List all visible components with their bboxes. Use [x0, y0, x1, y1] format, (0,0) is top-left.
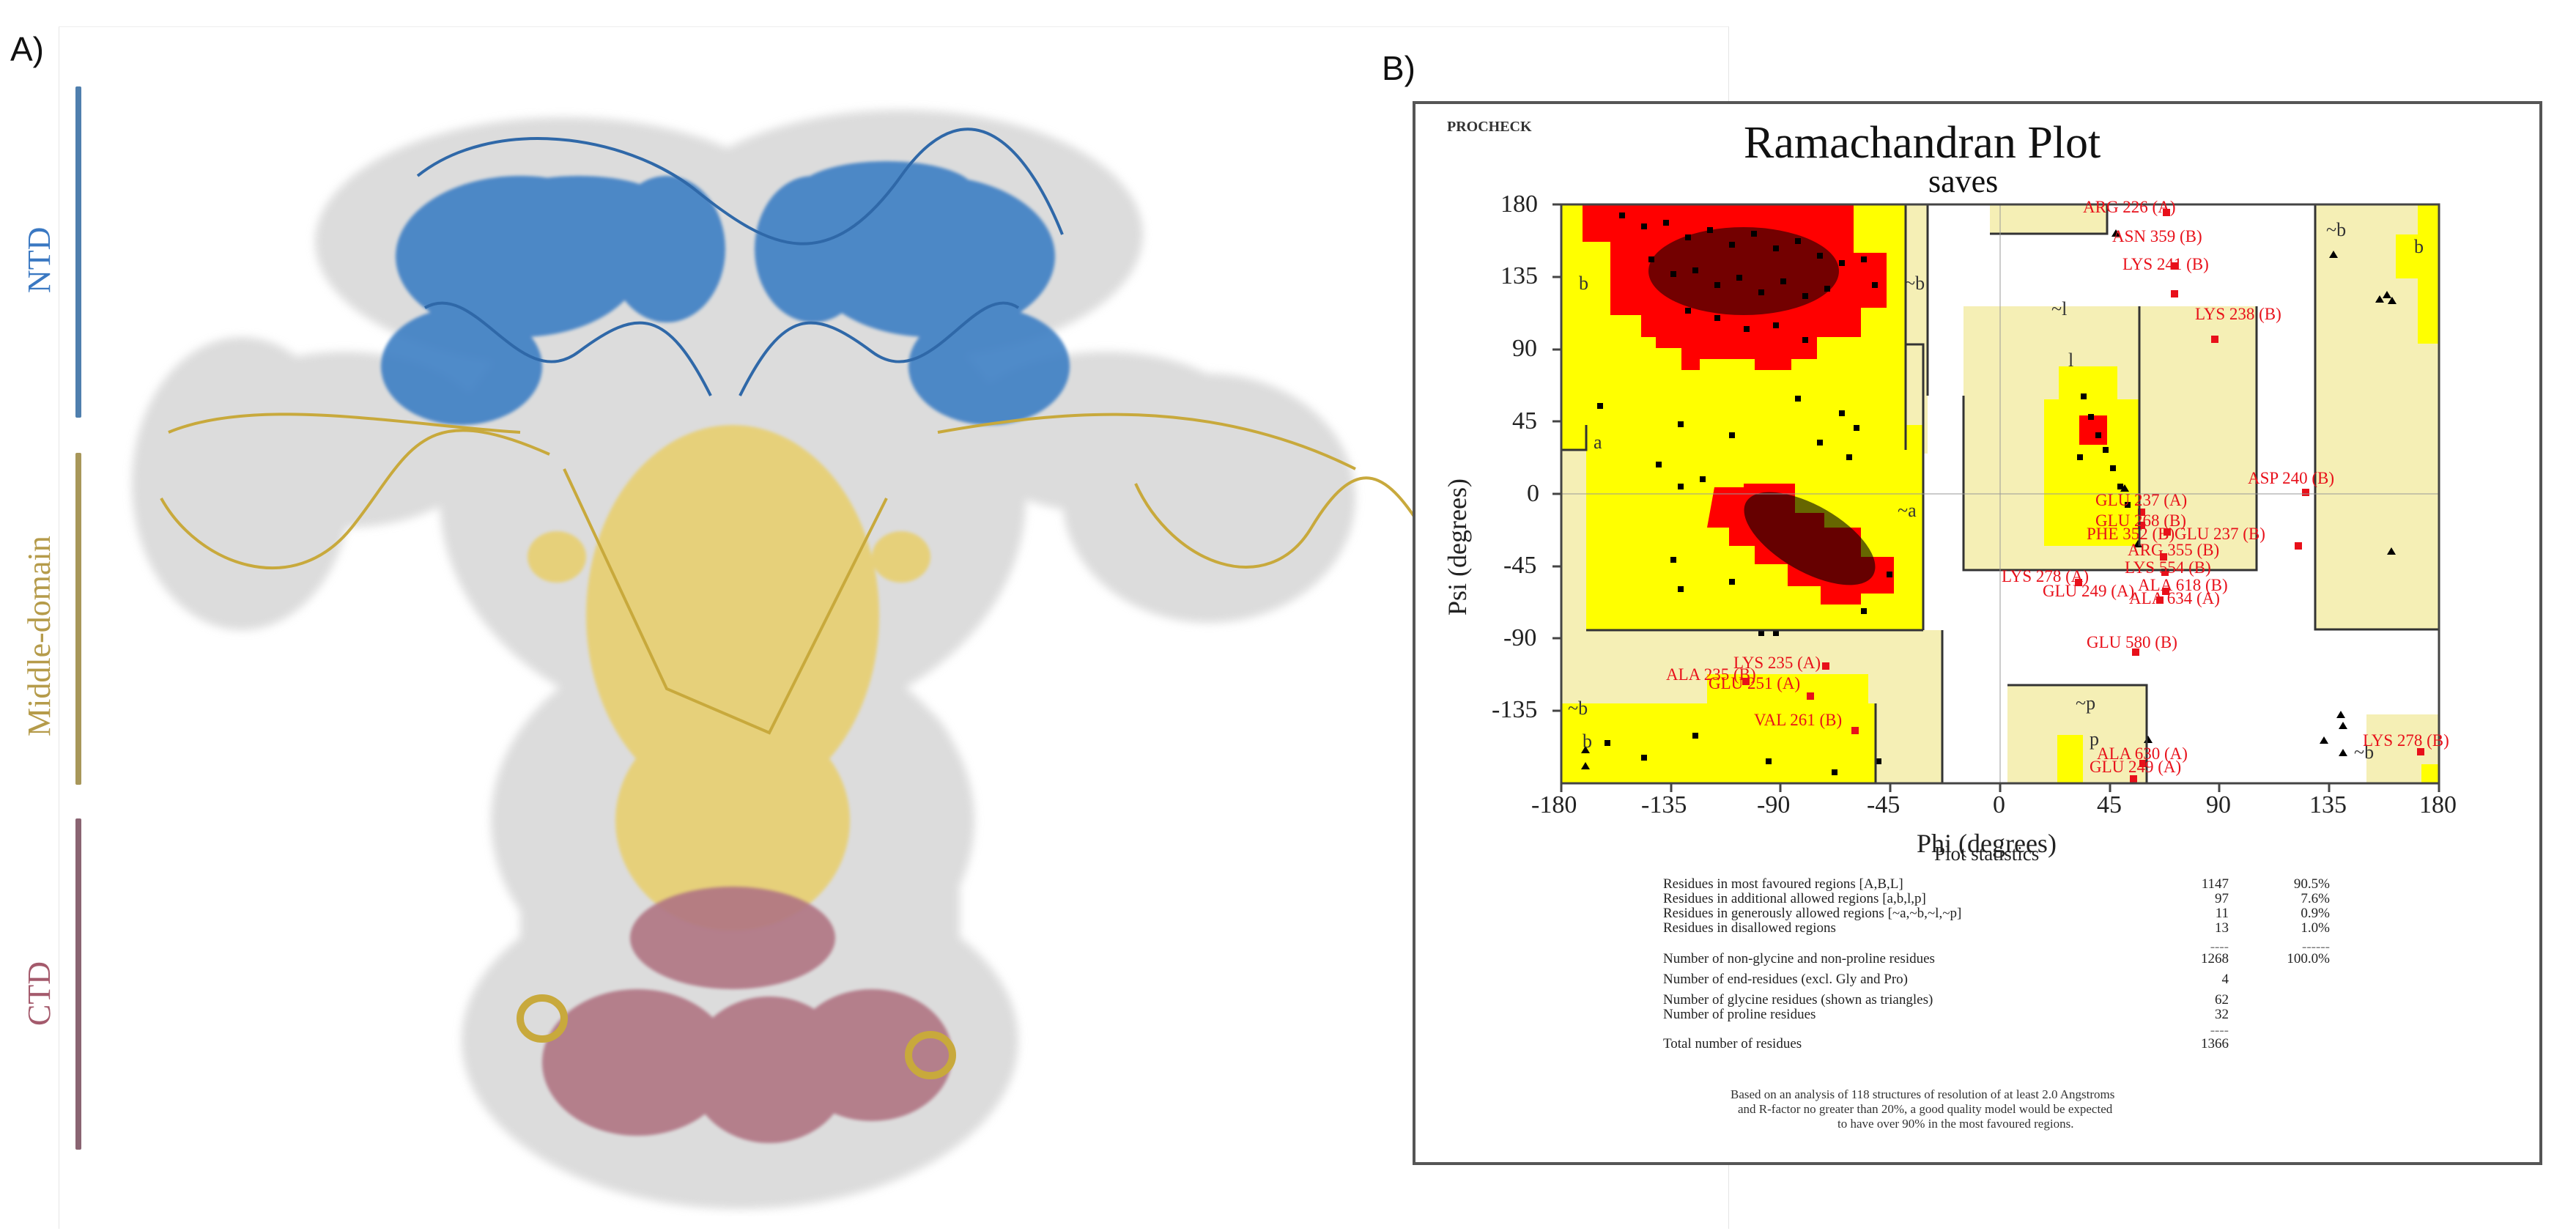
totals-row-label: Number of proline residues: [1663, 1007, 1816, 1022]
stats-row-count: 1147: [2201, 876, 2229, 892]
svg-text:p: p: [2090, 728, 2099, 750]
y-tick-m135: -135: [1492, 696, 1538, 723]
totals-row-count: 32: [2215, 1007, 2229, 1022]
residue-label: ALA 235 (B): [1666, 665, 1756, 684]
svg-text:b: b: [1579, 273, 1588, 294]
plot-subtitle: saves: [1928, 163, 1999, 199]
svg-text:b: b: [1583, 731, 1592, 752]
totals-row-count: 4: [2221, 972, 2229, 987]
ctd-bar: [75, 818, 81, 1150]
x-tick-m135: -135: [1641, 791, 1687, 818]
stats-row-count: 97: [2215, 891, 2229, 906]
svg-text:l: l: [2068, 350, 2073, 371]
x-tick-180: 180: [2419, 791, 2457, 818]
ntd-bar: [75, 86, 81, 418]
stats-row-count: 11: [2215, 906, 2229, 921]
stats-row-label: Residues in disallowed regions: [1663, 920, 1836, 936]
residue-label: GLU 251 (A): [1709, 674, 1801, 692]
footnote-line: to have over 90% in the most favoured re…: [1837, 1117, 2074, 1131]
y-axis-label: Psi (degrees): [1443, 478, 1472, 616]
stats-title: Plot statistics: [1934, 843, 2040, 865]
x-tick-m180: -180: [1531, 791, 1577, 818]
svg-text:a: a: [1594, 432, 1602, 453]
svg-text:~l: ~l: [2051, 298, 2067, 319]
residue-label: ALA 618 (B): [2138, 576, 2228, 594]
stats-row-label: Residues in most favoured regions [A,B,L…: [1663, 876, 1903, 892]
residue-label: ARG 226 (A): [2083, 198, 2176, 216]
residue-label: GLU 249 (A): [2090, 758, 2182, 776]
x-tick-90: 90: [2206, 791, 2231, 818]
svg-text:~a: ~a: [1898, 500, 1917, 521]
totals-row-count: 1268: [2201, 951, 2229, 966]
panel-b-label: B): [1382, 49, 1415, 87]
totals-separator: ----: [2210, 1023, 2229, 1038]
residue-label: LYS 238 (B): [2195, 305, 2281, 323]
residue-label: GLU 249 (A): [2043, 582, 2135, 600]
stats-row-pct: 90.5%: [2293, 876, 2330, 892]
svg-text:~b: ~b: [2326, 219, 2346, 240]
footnote-line: Based on an analysis of 118 structures o…: [1731, 1087, 2115, 1101]
residue-label: LYS 241 (B): [2122, 255, 2209, 273]
residue-label: GLU 237 (B): [2175, 525, 2265, 543]
residue-label: ARG 355 (B): [2128, 541, 2220, 559]
residue-label: LYS 235 (A): [1733, 654, 1821, 672]
residue-label: LYS 278 (A): [2002, 567, 2090, 585]
y-tick-180: 180: [1500, 191, 1538, 218]
residue-label: LYS 554 (B): [2125, 558, 2211, 577]
y-tick-90: 90: [1512, 335, 1537, 362]
residue-label: LYS 278 (B): [2363, 731, 2449, 750]
middle-domain-bar: [75, 453, 81, 785]
x-tick-45: 45: [2097, 791, 2122, 818]
totals-row-count: 62: [2215, 992, 2229, 1008]
footnote-line: and R-factor no greater than 20%, a good…: [1738, 1102, 2113, 1116]
residue-label: GLU 580 (B): [2087, 633, 2177, 651]
residue-label: ALA 634 (A): [2129, 589, 2220, 607]
stats-row-pct: 1.0%: [2301, 920, 2330, 936]
totals-row-label: Number of glycine residues (shown as tri…: [1663, 992, 1933, 1008]
svg-text:~b: ~b: [1568, 698, 1588, 719]
procheck-label: PROCHECK: [1447, 119, 1532, 135]
svg-text:~b: ~b: [2354, 742, 2374, 763]
residue-label: GLU 237 (A): [2095, 491, 2188, 509]
y-tick-135: 135: [1500, 262, 1538, 289]
svg-text:~b: ~b: [1905, 273, 1925, 294]
x-tick-m45: -45: [1867, 791, 1900, 818]
totals-row-count: 1366: [2201, 1036, 2229, 1051]
plot-title: Ramachandran Plot: [1744, 118, 2101, 168]
totals-row-pct: 100.0%: [2287, 951, 2330, 966]
stats-row-count: 13: [2215, 920, 2229, 936]
totals-row-label: Number of non-glycine and non-proline re…: [1663, 951, 1935, 966]
y-tick-45: 45: [1512, 407, 1537, 435]
protein-structure-image: [132, 110, 1423, 1209]
x-axis-label: Phi (degrees): [1917, 829, 2057, 858]
residue-label: PHE 352 (B): [2087, 525, 2175, 543]
y-tick-0: 0: [1527, 480, 1539, 507]
totals-row-label: Number of end-residues (excl. Gly and Pr…: [1663, 972, 1908, 987]
stats-separator: ------: [2302, 939, 2330, 955]
svg-text:b: b: [2414, 236, 2424, 257]
residue-label: ASN 359 (B): [2112, 227, 2202, 245]
y-tick-m45: -45: [1503, 552, 1537, 579]
svg-text:~p: ~p: [2076, 692, 2095, 714]
residue-label: VAL 261 (B): [1754, 711, 1843, 729]
stats-separator: ----: [2210, 939, 2229, 955]
residue-label: GLU 268 (B): [2095, 511, 2186, 530]
stats-row-label: Residues in additional allowed regions […: [1663, 891, 1926, 906]
panel-a-label: A): [10, 30, 44, 68]
stats-row-label: Residues in generously allowed regions […: [1663, 906, 1962, 921]
residue-label: ALA 630 (A): [2097, 744, 2188, 763]
stats-row-pct: 0.9%: [2301, 906, 2330, 921]
residue-label: ASP 240 (B): [2248, 469, 2334, 487]
y-tick-m90: -90: [1503, 624, 1537, 651]
totals-row-label: Total number of residues: [1663, 1036, 1802, 1051]
stats-row-pct: 7.6%: [2301, 891, 2330, 906]
x-tick-0: 0: [1993, 791, 2005, 818]
x-tick-135: 135: [2309, 791, 2347, 818]
x-tick-m90: -90: [1757, 791, 1791, 818]
